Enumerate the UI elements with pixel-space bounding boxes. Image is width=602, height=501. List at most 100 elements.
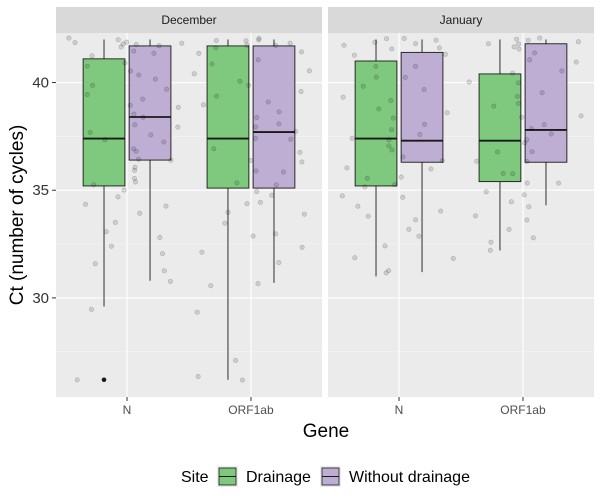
data-point — [253, 168, 259, 174]
data-point — [102, 137, 108, 143]
data-point — [524, 137, 530, 143]
y-axis-title: Ct (number of cycles) — [7, 125, 28, 306]
box-iqr — [524, 43, 568, 163]
data-point — [398, 174, 404, 180]
data-point — [214, 93, 220, 99]
data-point — [521, 192, 527, 198]
data-point — [349, 135, 355, 141]
y-tick-label: 30 — [32, 290, 49, 307]
data-point — [151, 50, 157, 56]
data-point — [510, 171, 516, 177]
data-point — [276, 260, 282, 266]
data-point — [297, 149, 303, 155]
data-point — [530, 235, 536, 241]
data-point — [516, 41, 522, 47]
data-point — [168, 157, 174, 163]
data-point — [140, 114, 146, 120]
data-point — [244, 201, 250, 207]
panel-january: January — [328, 7, 594, 397]
data-point — [491, 103, 497, 109]
data-point — [400, 194, 406, 200]
data-point — [132, 122, 138, 128]
data-point — [201, 102, 207, 108]
data-point — [225, 209, 231, 215]
data-point — [299, 244, 305, 250]
data-point — [74, 377, 80, 383]
data-point — [450, 255, 456, 261]
data-point — [515, 101, 521, 107]
data-point — [400, 154, 406, 160]
data-point — [112, 219, 118, 225]
data-point — [466, 79, 472, 85]
data-point — [140, 96, 146, 102]
data-point — [383, 270, 389, 276]
data-point — [276, 109, 282, 115]
data-point — [488, 239, 494, 245]
data-point — [578, 113, 584, 119]
data-point — [179, 40, 185, 46]
data-point — [66, 35, 72, 41]
data-point — [133, 41, 139, 47]
data-point — [524, 180, 530, 186]
data-point — [526, 204, 532, 210]
data-point — [115, 37, 121, 43]
x-tick-label: ORF1ab — [500, 403, 546, 417]
data-point — [156, 43, 162, 49]
data-point — [161, 268, 167, 274]
panel-december: December — [56, 7, 322, 397]
data-point — [191, 71, 197, 77]
data-point — [122, 60, 128, 66]
data-point — [382, 243, 388, 249]
data-point — [195, 373, 201, 379]
data-point — [406, 226, 412, 232]
data-point — [175, 104, 181, 110]
y-tick-label: 40 — [32, 75, 49, 92]
box-n-drainage — [354, 39, 398, 277]
data-point — [120, 41, 126, 47]
jitter-points — [112, 37, 185, 284]
data-point — [87, 130, 93, 136]
data-point — [556, 180, 562, 186]
data-point — [83, 201, 89, 207]
data-point — [299, 159, 305, 165]
box-iqr — [82, 58, 126, 187]
outlier-point — [101, 377, 107, 383]
box-iqr — [206, 45, 250, 189]
data-point — [511, 44, 517, 50]
data-point — [276, 121, 282, 127]
data-point — [246, 82, 252, 88]
data-point — [364, 175, 370, 181]
data-point — [89, 53, 95, 59]
data-point — [84, 92, 90, 98]
data-point — [248, 158, 254, 164]
data-point — [372, 39, 378, 45]
data-point — [515, 80, 521, 86]
facet-strip — [328, 7, 594, 33]
data-point — [254, 189, 260, 195]
data-point — [265, 99, 271, 105]
data-point — [222, 220, 228, 226]
data-point — [124, 39, 130, 45]
data-point — [118, 44, 124, 50]
x-tick-label: N — [395, 403, 404, 417]
data-point — [444, 110, 450, 116]
data-point — [532, 50, 538, 56]
data-point — [412, 63, 418, 69]
data-point — [537, 35, 543, 41]
data-point — [157, 235, 163, 241]
facet-strip — [56, 7, 322, 33]
data-point — [508, 199, 514, 205]
data-point — [519, 114, 525, 120]
data-point — [474, 158, 480, 164]
data-point — [516, 46, 522, 52]
data-point — [341, 42, 347, 48]
data-point — [233, 357, 239, 363]
data-point — [524, 217, 530, 223]
data-point — [388, 98, 394, 104]
box-n-drainage — [82, 39, 126, 383]
data-point — [373, 74, 379, 80]
data-point — [273, 182, 279, 188]
data-point — [131, 146, 137, 152]
data-point — [376, 106, 382, 112]
